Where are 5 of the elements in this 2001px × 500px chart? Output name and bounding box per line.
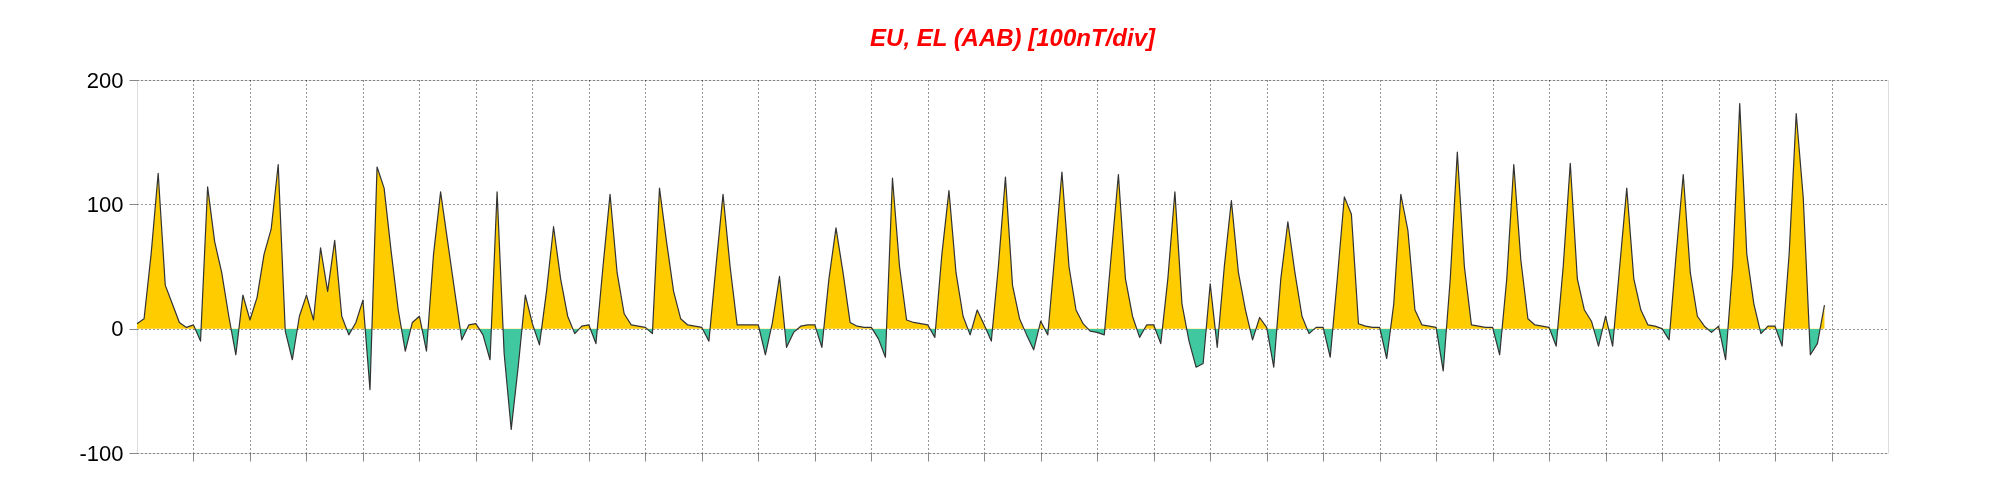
chart-title: EU, EL (AAB) [100nT/div] — [870, 24, 1156, 51]
y-tick-label: 0 — [111, 316, 124, 342]
y-tick-label: 200 — [86, 67, 124, 93]
y-tick-label: 100 — [86, 191, 124, 217]
y-tick-label: -100 — [79, 440, 124, 466]
